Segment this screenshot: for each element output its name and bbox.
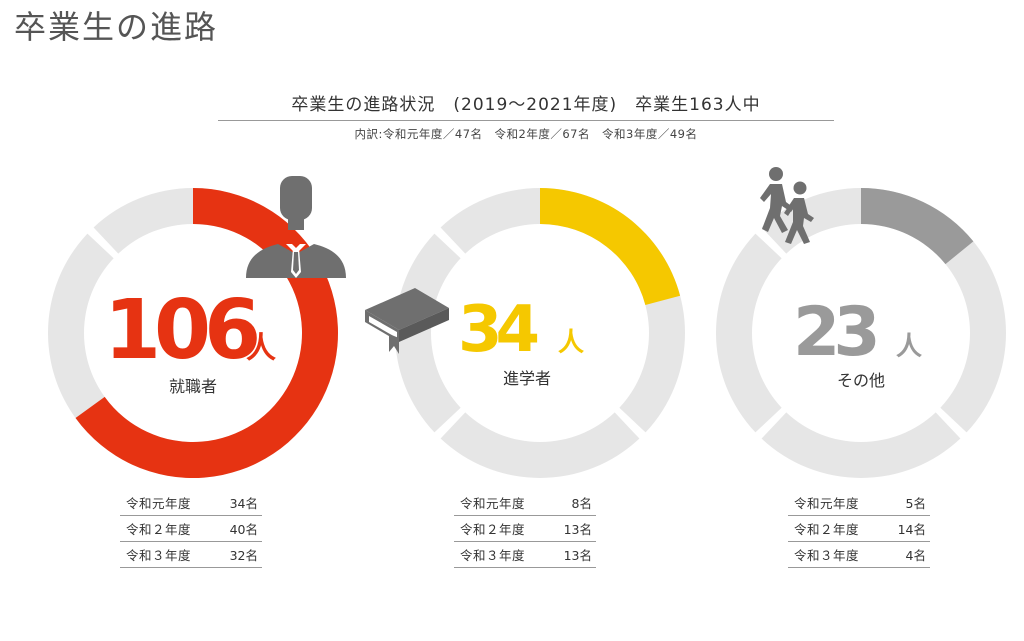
page-title: 卒業生の進路 [14,8,219,46]
donut-track-segment [940,233,1006,433]
unit-employment: 人 [246,331,276,366]
donut-arc-study [540,188,681,305]
donut-arc-other [861,188,974,265]
year-label: 令和元年度 [120,490,218,516]
label-study: 進学者 [503,369,551,388]
book-icon [365,288,449,354]
year-value: 14名 [886,515,930,542]
unit-other: 人 [896,332,922,362]
label-other: その他 [837,371,885,390]
table-row: 令和元年度 5名 [788,490,930,516]
table-row: 令和２年度 40名 [120,515,262,542]
year-value: 13名 [552,515,596,542]
year-label: 令和２年度 [120,515,218,542]
walking-people-icon [760,167,814,244]
value-study: 34 [458,293,538,367]
year-table-study: 令和元年度 8名 令和２年度 13名 令和３年度 13名 [454,490,596,568]
donut-track-segment [440,412,640,478]
year-value: 34名 [218,490,262,516]
year-table-employment: 令和元年度 34名 令和２年度 40名 令和３年度 32名 [120,490,262,568]
donut-track-segment [47,233,114,433]
donut-track-segment [761,412,961,478]
year-value: 5名 [886,490,930,516]
table-row: 令和３年度 4名 [788,541,930,568]
donut-employment: 106 人 就職者 [47,176,346,479]
table-row: 令和２年度 14名 [788,515,930,542]
label-employment: 就職者 [169,377,217,396]
year-label: 令和２年度 [788,515,886,542]
year-label: 令和３年度 [454,541,552,568]
value-other: 23 [793,293,875,372]
table-row: 令和３年度 13名 [454,541,596,568]
year-label: 令和２年度 [454,515,552,542]
value-employment: 106 [104,283,257,378]
year-label: 令和３年度 [120,541,218,568]
year-table-other: 令和元年度 5名 令和２年度 14名 令和３年度 4名 [788,490,930,568]
donut-track-segment [395,233,461,433]
chart-subtitle: 卒業生の進路状況 (2019～2021年度) 卒業生163人中 [218,90,834,121]
year-value: 13名 [552,541,596,568]
year-value: 40名 [218,515,262,542]
breakdown-text: 内訳:令和元年度／47名 令和2年度／67名 令和3年度／49名 [354,127,698,141]
table-row: 令和２年度 13名 [454,515,596,542]
year-label: 令和元年度 [788,490,886,516]
year-value: 8名 [552,490,596,516]
donut-study: 34 人 進学者 [365,188,686,478]
table-row: 令和元年度 8名 [454,490,596,516]
donut-track-segment [716,233,782,433]
year-value: 32名 [218,541,262,568]
donut-other: 23 人 その他 [716,167,1006,478]
table-row: 令和３年度 32名 [120,541,262,568]
year-label: 令和３年度 [788,541,886,568]
year-label: 令和元年度 [454,490,552,516]
businessman-icon [246,176,346,278]
table-row: 令和元年度 34名 [120,490,262,516]
year-value: 4名 [886,541,930,568]
unit-study: 人 [558,328,584,358]
